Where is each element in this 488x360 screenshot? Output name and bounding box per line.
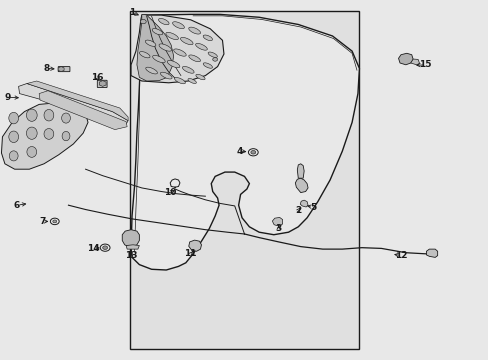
- Ellipse shape: [145, 40, 156, 46]
- Ellipse shape: [61, 113, 70, 123]
- Text: 8: 8: [43, 64, 49, 73]
- Ellipse shape: [139, 51, 150, 58]
- Ellipse shape: [174, 77, 185, 84]
- Ellipse shape: [182, 67, 194, 73]
- Polygon shape: [398, 53, 412, 65]
- Text: 16: 16: [90, 73, 103, 82]
- Polygon shape: [131, 15, 224, 83]
- Circle shape: [250, 150, 255, 154]
- Ellipse shape: [62, 131, 70, 141]
- Ellipse shape: [9, 151, 18, 161]
- Text: 7: 7: [40, 217, 46, 226]
- Text: 13: 13: [124, 251, 137, 260]
- Ellipse shape: [27, 147, 37, 157]
- Ellipse shape: [203, 35, 212, 41]
- Ellipse shape: [173, 49, 186, 56]
- Polygon shape: [295, 178, 307, 193]
- Bar: [129, 11, 359, 349]
- Text: 15: 15: [418, 60, 431, 69]
- Polygon shape: [39, 91, 127, 130]
- Circle shape: [212, 58, 217, 61]
- Ellipse shape: [152, 28, 163, 35]
- Ellipse shape: [165, 32, 178, 40]
- Polygon shape: [137, 14, 173, 81]
- Ellipse shape: [9, 112, 19, 124]
- Ellipse shape: [203, 63, 212, 68]
- Text: 6: 6: [14, 201, 20, 210]
- Ellipse shape: [44, 129, 54, 139]
- Ellipse shape: [208, 52, 217, 58]
- Ellipse shape: [188, 55, 200, 62]
- Ellipse shape: [158, 18, 169, 25]
- Text: 1: 1: [129, 8, 135, 17]
- Circle shape: [140, 19, 146, 24]
- Text: 11: 11: [184, 249, 197, 258]
- Polygon shape: [297, 164, 304, 178]
- Polygon shape: [426, 249, 437, 257]
- Ellipse shape: [196, 74, 204, 80]
- Text: 12: 12: [394, 251, 407, 260]
- Polygon shape: [27, 81, 128, 121]
- Ellipse shape: [187, 78, 196, 84]
- Polygon shape: [126, 245, 139, 249]
- Text: 10: 10: [163, 188, 176, 197]
- Circle shape: [102, 246, 107, 249]
- FancyBboxPatch shape: [97, 80, 107, 87]
- Polygon shape: [131, 14, 359, 270]
- Polygon shape: [300, 200, 307, 207]
- Polygon shape: [188, 240, 201, 251]
- Polygon shape: [410, 59, 419, 65]
- Ellipse shape: [9, 131, 19, 143]
- Circle shape: [53, 220, 57, 223]
- Text: 3: 3: [275, 224, 281, 233]
- Polygon shape: [19, 84, 128, 127]
- Ellipse shape: [172, 22, 184, 29]
- Ellipse shape: [44, 109, 54, 121]
- Ellipse shape: [188, 27, 200, 34]
- Ellipse shape: [160, 72, 172, 79]
- Ellipse shape: [26, 127, 37, 139]
- Polygon shape: [122, 230, 139, 247]
- Ellipse shape: [145, 67, 157, 74]
- Ellipse shape: [167, 60, 180, 68]
- Polygon shape: [272, 217, 282, 226]
- Polygon shape: [1, 103, 88, 169]
- FancyBboxPatch shape: [58, 67, 70, 72]
- Ellipse shape: [26, 109, 37, 121]
- Ellipse shape: [180, 37, 193, 45]
- Text: 5: 5: [309, 202, 315, 211]
- Ellipse shape: [159, 44, 171, 51]
- Text: 9: 9: [4, 93, 11, 102]
- Ellipse shape: [195, 44, 207, 50]
- Text: 2: 2: [295, 206, 301, 215]
- Ellipse shape: [152, 55, 165, 63]
- Text: 4: 4: [236, 147, 243, 156]
- Text: 14: 14: [86, 244, 99, 253]
